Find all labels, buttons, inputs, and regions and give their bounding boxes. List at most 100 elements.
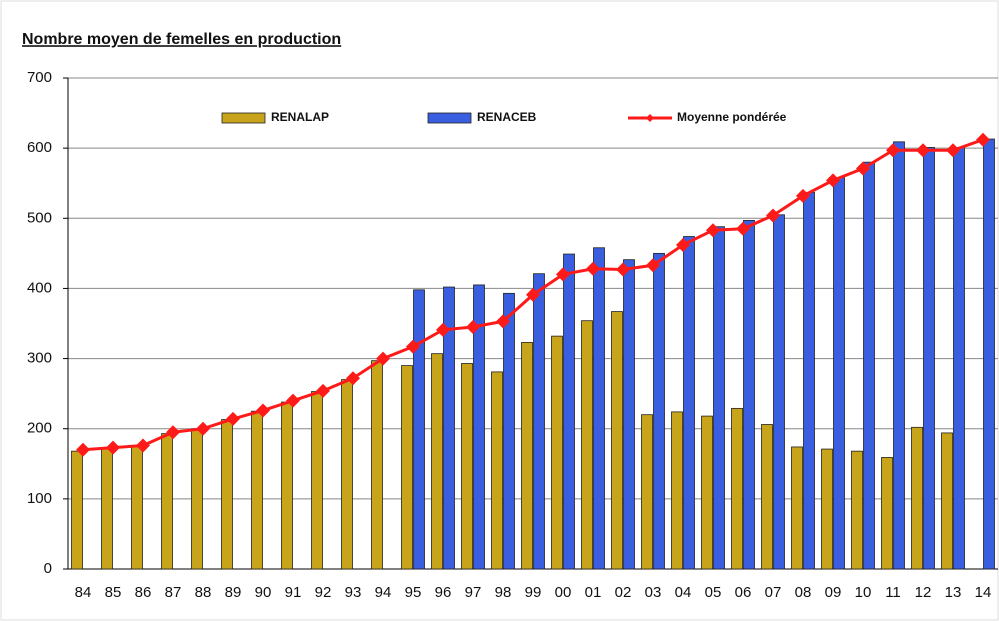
line-marker (586, 261, 600, 276)
bar (761, 424, 773, 570)
bar (623, 259, 635, 570)
bar (653, 252, 665, 570)
line-marker (406, 339, 420, 354)
line-marker (436, 322, 450, 337)
bar (473, 284, 485, 570)
x-tick-label: 13 (945, 584, 962, 601)
line-marker (136, 438, 150, 453)
bar (341, 379, 353, 570)
bar (731, 407, 743, 570)
bar (101, 447, 113, 570)
legend-key (427, 112, 472, 124)
line-marker (706, 223, 720, 238)
x-tick-label: 00 (555, 584, 572, 601)
x-tick-label: 04 (675, 584, 692, 601)
x-tick-label: 88 (195, 584, 212, 601)
bar (893, 141, 905, 570)
bar (863, 161, 875, 570)
bar (533, 273, 545, 570)
bar (773, 214, 785, 570)
x-tick-label: 02 (615, 584, 632, 601)
line-marker (226, 411, 240, 426)
line-marker (346, 371, 360, 386)
bar (461, 363, 473, 570)
line-marker (166, 425, 180, 440)
bar (821, 448, 833, 570)
x-tick-label: 06 (735, 584, 752, 601)
x-tick-label: 11 (885, 584, 901, 601)
y-tick-label: 700 (27, 69, 52, 86)
x-tick-label: 96 (435, 584, 452, 601)
line-marker (916, 143, 930, 158)
bar (941, 432, 953, 570)
bar (911, 426, 923, 570)
x-tick-label: 14 (975, 584, 992, 601)
x-tick-label: 97 (465, 584, 482, 601)
bar (131, 445, 143, 570)
line-marker (616, 262, 630, 277)
bar (851, 450, 863, 570)
line-marker (826, 173, 840, 188)
bar (71, 450, 83, 570)
bar (221, 419, 233, 570)
x-tick-label: 07 (765, 584, 782, 601)
legend-label: RENALAP (271, 110, 329, 124)
bar (311, 391, 323, 570)
x-tick-label: 99 (525, 584, 542, 601)
legend-key (646, 114, 654, 122)
bar (251, 410, 263, 570)
bar (701, 415, 713, 570)
x-tick-label: 92 (315, 584, 332, 601)
line-marker (796, 188, 810, 203)
bar (593, 247, 605, 570)
chart-title: Nombre moyen de femelles en production (22, 31, 341, 48)
x-tick-label: 84 (75, 584, 92, 601)
bar (413, 289, 425, 570)
line-marker (316, 383, 330, 398)
x-tick-label: 12 (915, 584, 932, 601)
x-tick-label: 93 (345, 584, 362, 601)
y-tick-label: 100 (27, 490, 52, 507)
bar (641, 414, 653, 570)
line-marker (646, 258, 660, 273)
x-tick-label: 01 (585, 584, 602, 601)
bar (953, 147, 965, 570)
x-tick-label: 85 (105, 584, 122, 601)
bar (683, 236, 695, 570)
line-marker (196, 421, 210, 436)
bar (563, 253, 575, 570)
bar (881, 457, 893, 570)
legend-label: RENACEB (477, 110, 537, 124)
y-tick-label: 200 (27, 420, 52, 437)
line-marker (466, 320, 480, 335)
line-marker (526, 287, 540, 302)
bar (743, 219, 755, 570)
x-tick-label: 94 (375, 584, 392, 601)
bar (833, 177, 845, 570)
line-marker (766, 208, 780, 223)
line-marker (496, 314, 510, 329)
x-tick-label: 95 (405, 584, 422, 601)
line-marker (676, 237, 690, 252)
bar (521, 342, 533, 570)
x-tick-label: 08 (795, 584, 812, 601)
y-tick-label: 500 (27, 209, 52, 226)
x-tick-label: 89 (225, 584, 242, 601)
bar (491, 371, 503, 570)
x-tick-label: 03 (645, 584, 662, 601)
x-tick-label: 90 (255, 584, 272, 601)
bar (983, 138, 995, 570)
line-marker (256, 403, 270, 418)
bar (443, 286, 455, 570)
line-marker (76, 442, 90, 457)
bar (791, 446, 803, 570)
line-marker (736, 221, 750, 236)
bar (281, 401, 293, 570)
line-marker (376, 351, 390, 366)
y-tick-label: 300 (27, 350, 52, 367)
line-marker (106, 440, 120, 455)
bar (401, 365, 413, 570)
x-tick-label: 09 (825, 584, 842, 601)
x-tick-label: 86 (135, 584, 152, 601)
